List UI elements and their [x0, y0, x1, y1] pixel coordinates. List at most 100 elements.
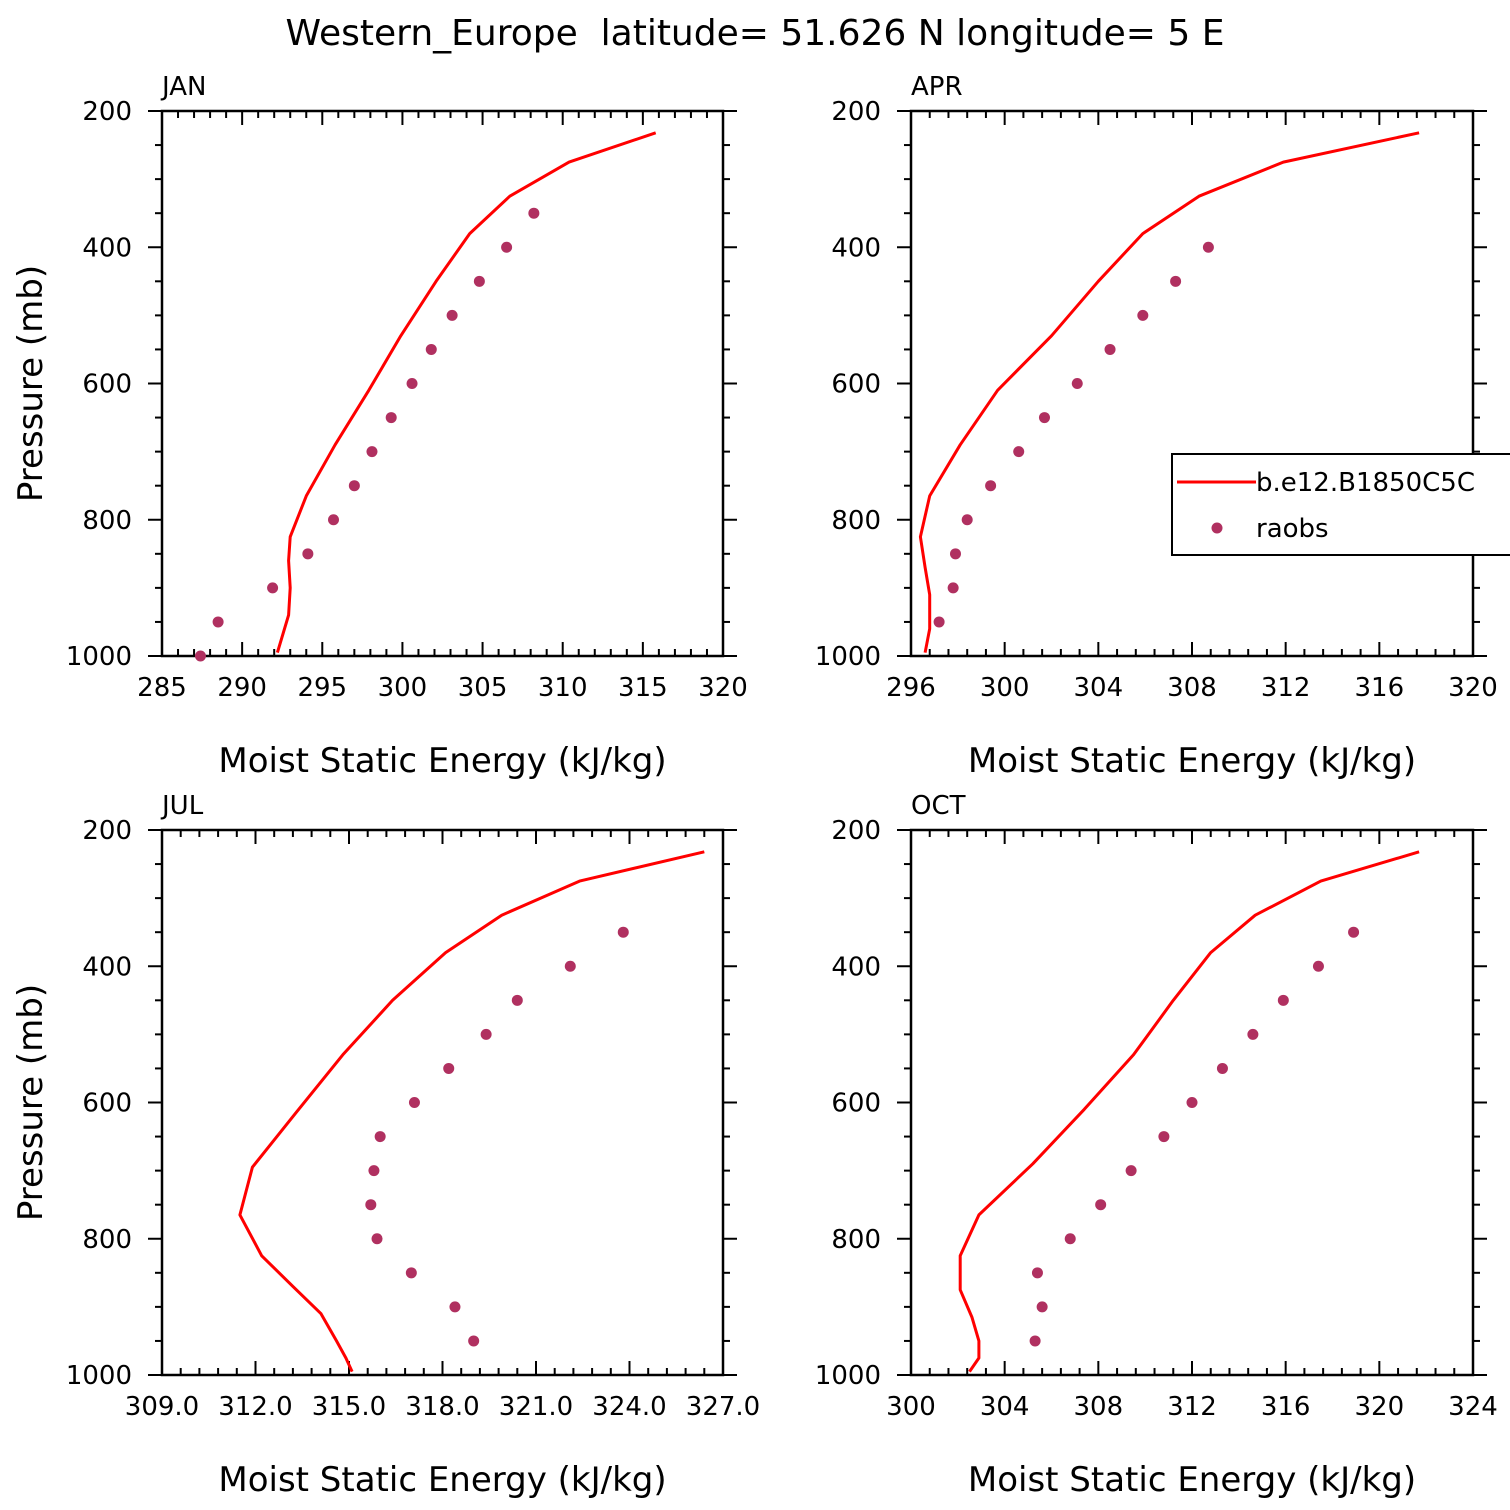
x-tick-label: 315: [618, 673, 668, 703]
x-tick-label: 312: [1261, 673, 1311, 703]
panel-jan: 285 290 295 300 305 310 315 320 200 400 600 800 1000…: [11, 72, 748, 781]
y-tick-label: 800: [831, 1225, 881, 1255]
plot-frame: [160, 828, 725, 1377]
x-tick-label: 324.0: [592, 1392, 666, 1422]
obs-point: [348, 480, 360, 492]
model-series-line: [958, 850, 1420, 1373]
x-tick-label: 315.0: [312, 1392, 386, 1422]
obs-point: [1170, 275, 1182, 287]
y-tick-label: 800: [831, 506, 881, 536]
y-tick-label: 400: [82, 233, 132, 263]
obs-point: [1029, 1335, 1041, 1347]
model-series-line: [238, 850, 705, 1373]
y-tick-label: 600: [831, 370, 881, 400]
panel-title: JAN: [160, 72, 206, 102]
model-series-line: [275, 131, 657, 654]
obs-point: [365, 1199, 377, 1211]
obs-point: [405, 1267, 417, 1279]
x-tick-label: 316: [1355, 673, 1405, 703]
y-tick-label: 600: [82, 370, 132, 400]
x-tick-label: 320: [698, 673, 748, 703]
y-tick-label: 600: [82, 1089, 132, 1119]
x-axis-label: Moist Static Energy (kJ/kg): [218, 741, 666, 781]
legend-box: [1171, 453, 1510, 556]
plot-frame: [160, 109, 725, 658]
panel-apr: 296 300 304 308 312 316 320 200 400 600 800 1000 APR…: [815, 72, 1498, 781]
obs-point: [511, 994, 523, 1006]
legend-model-label: b.e12.B1850C5C: [1256, 468, 1475, 498]
y-tick-label: 1000: [815, 642, 881, 672]
x-tick-label: 327.0: [686, 1392, 760, 1422]
y-tick-label: 800: [82, 506, 132, 536]
obs-point: [194, 650, 206, 662]
obs-point: [1158, 1131, 1170, 1143]
model-series-line: [918, 131, 1420, 653]
x-axis-label: Moist Static Energy (kJ/kg): [968, 741, 1416, 781]
x-tick-label: 309.0: [125, 1392, 199, 1422]
x-tick-label: 308: [1167, 673, 1217, 703]
y-tick-label: 1000: [66, 642, 132, 672]
obs-point: [366, 446, 378, 458]
obs-point: [617, 926, 629, 938]
x-tick-label: 304: [1074, 673, 1124, 703]
panel-title: JUL: [160, 791, 204, 821]
obs-point: [408, 1097, 420, 1108]
panel-jul: 309.0 312.0 315.0 318.0 321.0 324.0 327.0 200 40…: [11, 791, 760, 1500]
x-tick-label: 305: [458, 673, 508, 703]
obs-point: [446, 309, 458, 321]
y-tick-label: 1000: [66, 1361, 132, 1391]
obs-point: [1137, 309, 1149, 321]
obs-point: [368, 1165, 380, 1177]
legend-obs-label: raobs: [1256, 514, 1329, 544]
obs-point: [528, 207, 540, 219]
obs-point: [385, 412, 397, 424]
obs-point: [564, 960, 576, 972]
panel-title: APR: [911, 72, 963, 102]
obs-point: [374, 1131, 386, 1143]
panel-title: OCT: [911, 791, 966, 821]
obs-point: [425, 343, 437, 355]
obs-point: [1186, 1097, 1198, 1108]
legend-obs-swatch: [1211, 522, 1223, 534]
x-tick-label: 308: [1074, 1392, 1124, 1422]
obs-point: [212, 616, 224, 628]
obs-point: [933, 616, 945, 628]
x-tick-label: 320: [1448, 673, 1498, 703]
y-tick-label: 400: [831, 233, 881, 263]
legend: b.e12.B1850C5C raobs: [1171, 453, 1510, 556]
x-tick-label: 320: [1355, 1392, 1405, 1422]
x-axis-label: Moist Static Energy (kJ/kg): [218, 1460, 666, 1500]
obs-point: [1247, 1028, 1259, 1040]
obs-point: [1202, 241, 1214, 253]
obs-point: [1031, 1267, 1043, 1279]
x-tick-label: 312: [1167, 1392, 1217, 1422]
obs-point: [1277, 994, 1289, 1006]
obs-point: [1312, 960, 1324, 972]
x-tick-label: 321.0: [499, 1392, 573, 1422]
y-tick-label: 200: [831, 816, 881, 846]
obs-point: [1095, 1199, 1107, 1211]
obs-point: [1125, 1165, 1137, 1177]
y-tick-label: 200: [82, 97, 132, 127]
x-tick-label: 318.0: [405, 1392, 479, 1422]
y-tick-label: 400: [82, 952, 132, 982]
panels: 285 290 295 300 305 310 315 320 200 400 600 800 1000…: [11, 72, 1498, 1500]
obs-point: [1013, 446, 1025, 458]
obs-point: [449, 1301, 461, 1313]
obs-point: [468, 1335, 480, 1347]
obs-point: [961, 514, 973, 526]
y-tick-label: 400: [831, 952, 881, 982]
x-tick-label: 324: [1448, 1392, 1498, 1422]
obs-point: [328, 514, 340, 526]
obs-point: [1071, 378, 1083, 389]
x-tick-label: 290: [217, 673, 267, 703]
x-tick-label: 312.0: [218, 1392, 292, 1422]
obs-point: [501, 241, 513, 253]
obs-point: [1104, 343, 1116, 355]
x-tick-label: 316: [1261, 1392, 1311, 1422]
obs-point: [267, 582, 279, 594]
obs-point: [302, 548, 314, 560]
obs-point: [1348, 926, 1360, 938]
y-tick-label: 600: [831, 1089, 881, 1119]
